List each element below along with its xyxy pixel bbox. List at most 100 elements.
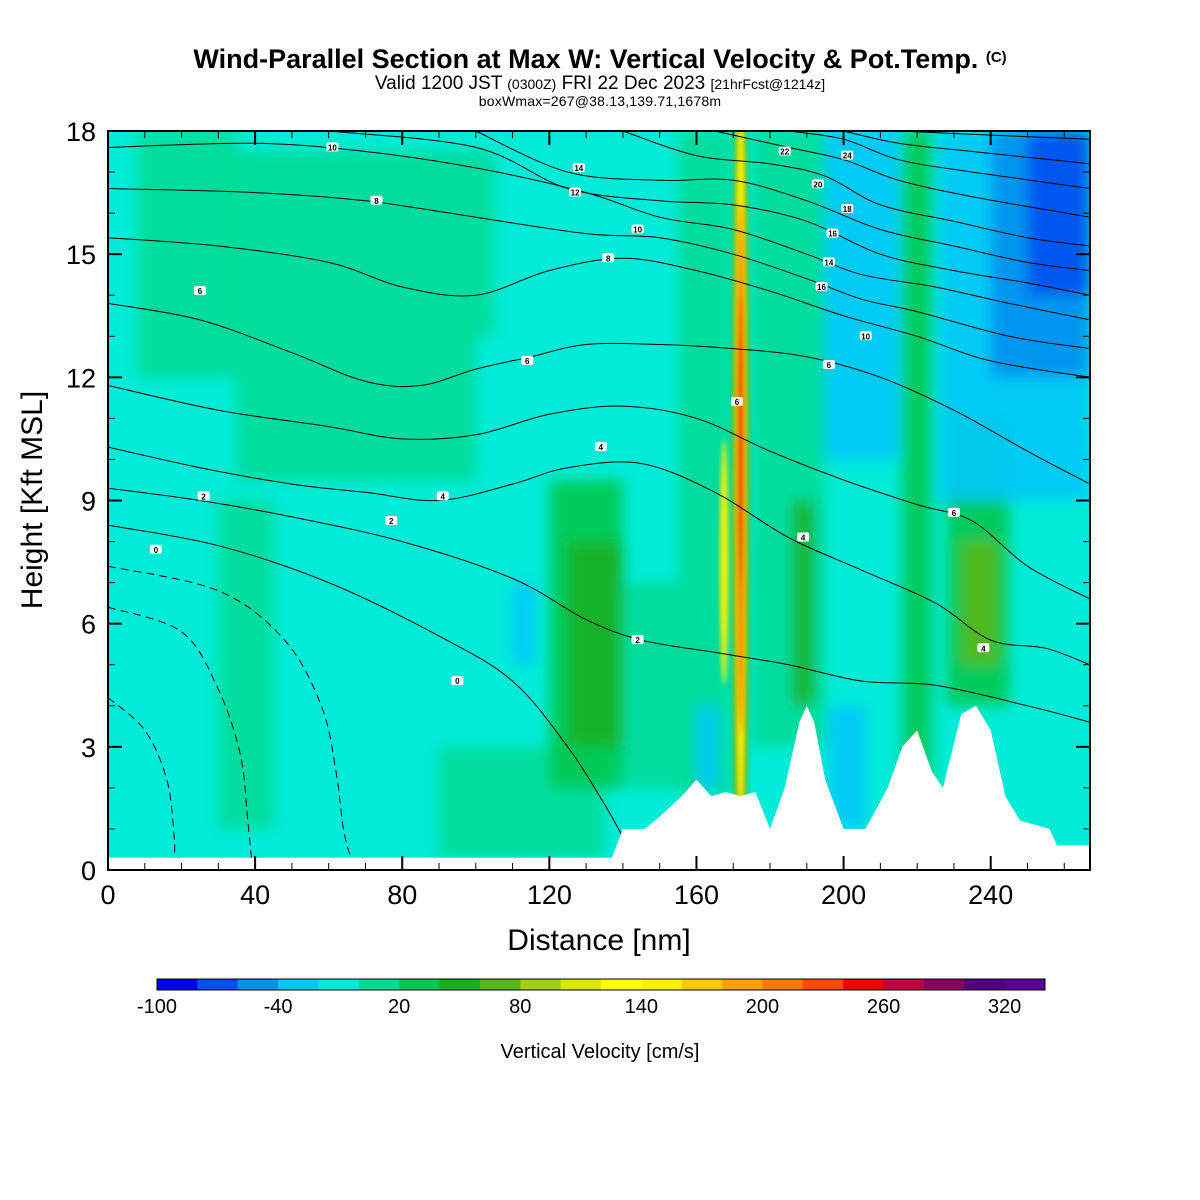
updraft-secondary: [720, 439, 729, 685]
theta-label-text: 4: [599, 443, 604, 452]
theta-contour-label: 4: [797, 532, 810, 542]
theta-contour-label: 4: [436, 491, 449, 501]
theta-label-bg: [569, 187, 582, 197]
theta-label-bg: [521, 355, 534, 365]
colorbar-label: Vertical Velocity [cm/s]: [501, 1041, 700, 1063]
theta-label-text: 8: [606, 254, 611, 263]
theta-label-text: 6: [735, 398, 740, 407]
theta-contour-line: [108, 487, 1090, 723]
theta-contour-line: [328, 131, 1090, 296]
theta-label-text: 24: [843, 152, 852, 161]
colorbar-swatch: [964, 979, 1006, 990]
x-tick-label: 0: [100, 880, 115, 910]
theta-label-text: 8: [374, 197, 379, 206]
theta-label-text: 6: [827, 361, 832, 370]
theta-label-text: 10: [633, 226, 642, 235]
theta-contour-line: [108, 606, 252, 858]
theta-label-bg: [841, 150, 854, 160]
theta-label-bg: [572, 162, 585, 172]
theta-contour-label: 2: [197, 491, 210, 501]
colorbar-swatch: [520, 979, 562, 990]
theta-label-bg: [977, 643, 990, 653]
field-shading: [137, 131, 1090, 858]
colorbar-tick-label: 20: [388, 996, 410, 1018]
colorbar-tick-label: 140: [625, 996, 658, 1018]
theta-label-bg: [730, 396, 743, 406]
theta-label-bg: [451, 676, 464, 686]
upward-motion-area: [567, 541, 623, 747]
colorbar-tick-label: 320: [988, 996, 1021, 1018]
theta-contour-line: [108, 302, 1090, 485]
y-tick-label: 0: [81, 856, 96, 886]
theta-label-text: 2: [389, 517, 394, 526]
theta-contour-label: 6: [730, 396, 743, 407]
valid-utc: (0300Z): [507, 76, 557, 92]
colorbar-swatch: [479, 979, 521, 990]
terrain-mask: [108, 705, 1090, 870]
theta-label-bg: [326, 142, 339, 152]
colorbar-swatch: [560, 979, 602, 990]
theta-label-text: 10: [861, 332, 870, 341]
theta-contour-label: 22: [778, 146, 791, 157]
colorbar-swatch: [439, 979, 481, 990]
upward-motion-area: [218, 151, 495, 337]
colorbar-tick-label: 200: [746, 996, 779, 1018]
colorbar-swatch: [601, 979, 642, 990]
theta-label-bg: [193, 286, 206, 296]
colorbar-swatch: [641, 979, 683, 990]
theta-contour-label: 20: [811, 179, 824, 189]
colorbar-swatch: [883, 979, 925, 990]
valid-date: FRI 22 Dec 2023: [561, 73, 706, 94]
x-tick-label: 120: [527, 880, 572, 910]
theta-contour-label: 8: [602, 253, 615, 263]
theta-label-bg: [149, 544, 162, 554]
theta-contour-label: 10: [859, 331, 872, 341]
colorbar-swatch: [762, 979, 804, 990]
x-tick-label: 200: [821, 880, 866, 910]
colorbar-swatch: [237, 979, 279, 990]
theta-label-text: 22: [780, 148, 789, 157]
theta-label-text: 14: [824, 258, 833, 267]
theta-contour-label: 8: [370, 195, 383, 206]
theta-contour-line: [475, 131, 1090, 272]
theta-contour-label: 4: [594, 442, 607, 452]
x-tick-label: 240: [968, 880, 1013, 910]
theta-label-text: 6: [525, 357, 530, 366]
colorbar-tick-label: 260: [867, 996, 900, 1018]
theta-label-bg: [385, 516, 398, 526]
valid-prefix: Valid 1200 JST: [374, 73, 502, 94]
theta-contour-label: 14: [822, 257, 835, 267]
theta-contour-label: 10: [631, 224, 644, 235]
theta-label-bg: [815, 282, 828, 292]
theta-label-bg: [822, 257, 835, 267]
downward-motion-area: [696, 705, 719, 788]
theta-contour-line: [108, 565, 352, 858]
theta-label-bg: [822, 360, 835, 370]
theta-label-text: 12: [571, 189, 580, 198]
theta-contour-line: [714, 131, 1090, 218]
theta-label-text: 10: [328, 143, 337, 152]
colorbar-tick-label: -40: [264, 996, 293, 1018]
chart-title-text: Wind-Parallel Section at Max W: Vertical…: [193, 44, 979, 74]
upward-motion-area: [902, 131, 932, 829]
x-axis-label: Distance [nm]: [507, 924, 690, 957]
theta-contour-label: 4: [977, 643, 990, 653]
theta-label-bg: [370, 195, 383, 205]
colorbar-swatch: [843, 979, 885, 990]
colorbar-swatch: [278, 979, 319, 990]
colorbar-swatch: [157, 979, 198, 990]
colorbar-tick-label: -100: [137, 996, 177, 1018]
theta-contour-line: [108, 142, 1090, 321]
theta-label-text: 20: [813, 180, 822, 189]
theta-contour-label: 2: [631, 635, 644, 645]
theta-label-text: 0: [154, 546, 159, 555]
forecast-info: [21hrFcst@1214z]: [710, 76, 826, 92]
theta-label-bg: [797, 532, 810, 542]
vertical-velocity-field: [108, 131, 1090, 870]
colorbar-swatch: [923, 979, 965, 990]
theta-label-text: 0: [455, 677, 460, 686]
theta-contour-line: [622, 131, 1090, 247]
colorbar-swatch: [1004, 979, 1046, 990]
x-tick-label: 40: [240, 880, 270, 910]
